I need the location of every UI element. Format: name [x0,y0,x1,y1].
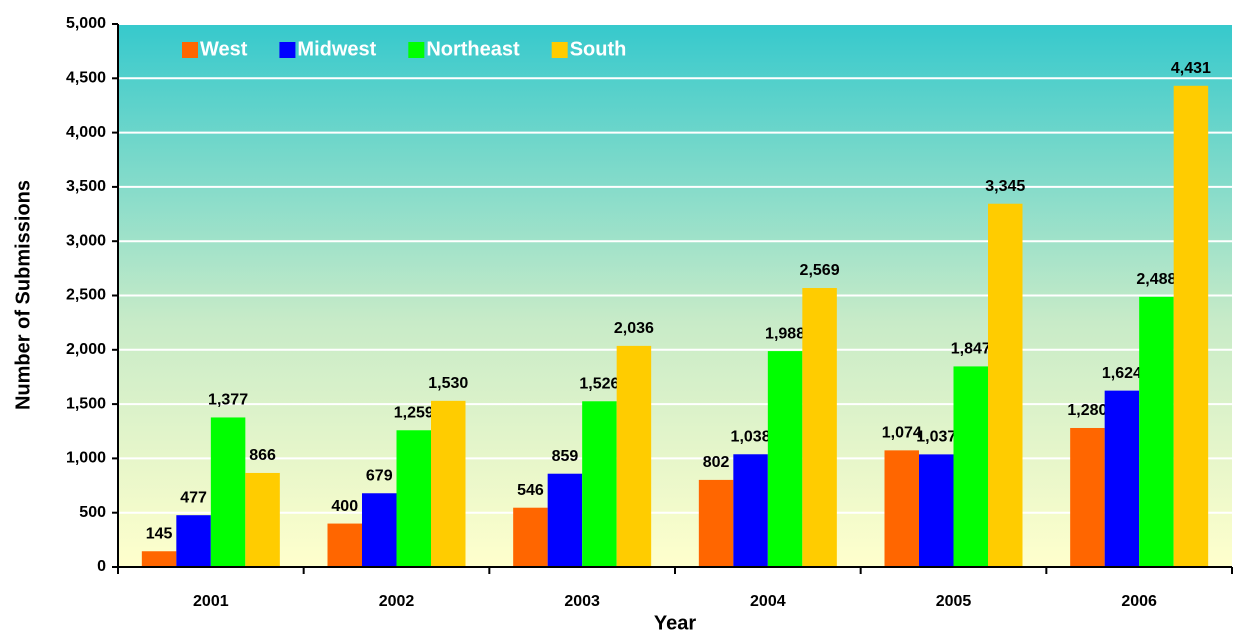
x-tick-label: 2001 [193,593,229,610]
y-tick-label: 4,000 [66,124,106,141]
legend-swatch [182,42,198,58]
value-label: 145 [146,525,173,542]
bar [1104,390,1140,567]
y-tick-label: 3,500 [66,178,106,195]
y-tick-label: 5,000 [66,15,106,32]
legend-swatch [408,42,425,58]
value-label: 859 [552,448,579,465]
bar [141,551,177,567]
value-label: 1,847 [951,341,991,358]
value-label: 2,036 [614,320,654,337]
bar [245,472,280,567]
value-label: 802 [703,454,730,471]
y-tick-label: 3,000 [66,232,106,249]
bar [1173,85,1209,568]
value-label: 1,037 [916,429,956,446]
x-tick-label: 2004 [750,593,786,610]
legend-swatch [551,42,568,58]
bar [1139,296,1174,567]
bar [802,288,837,567]
value-label: 1,988 [765,325,805,342]
bar [988,203,1023,567]
value-label: 1,259 [394,404,434,421]
x-axis-label: Year [654,612,696,634]
value-label: 2,488 [1136,271,1176,288]
bar [733,454,768,567]
value-label: 1,280 [1067,402,1107,419]
bar [431,400,466,567]
legend-label: Northeast [426,38,520,60]
bar [616,345,652,567]
value-label: 477 [180,489,207,506]
legend-label: West [200,38,248,60]
value-label: 1,624 [1102,365,1142,382]
bar [884,450,919,567]
y-tick-label: 500 [79,504,106,521]
value-label: 3,345 [985,178,1025,195]
value-label: 1,038 [731,428,771,445]
value-label: 866 [249,447,276,464]
bar [176,515,211,567]
value-label: 546 [517,482,544,499]
value-label: 1,074 [882,425,922,442]
x-tick-label: 2006 [1121,593,1157,610]
x-tick-label: 2002 [379,593,415,610]
bar [919,454,954,567]
x-tick-label: 2005 [936,593,972,610]
value-label: 400 [331,498,358,515]
y-tick-label: 4,500 [66,70,106,87]
value-label: 1,526 [579,375,619,392]
legend-label: South [570,38,627,60]
bar [362,493,397,567]
bar [210,417,246,567]
value-label: 4,431 [1171,60,1211,77]
y-tick-label: 2,000 [66,341,106,358]
bar [547,473,583,567]
bar [327,523,362,567]
y-tick-label: 0 [97,558,106,575]
bar [698,479,734,567]
legend-label: Midwest [297,38,376,60]
y-axis-label: Number of Submissions [12,180,34,410]
bar [1070,427,1105,567]
bar [582,401,617,567]
bar [396,430,431,567]
value-label: 2,569 [800,262,840,279]
value-label: 1,377 [208,392,248,409]
x-tick-label: 2003 [564,593,600,610]
y-tick-label: 2,500 [66,287,106,304]
bar [953,366,988,567]
legend-swatch [279,42,296,58]
bar [513,507,548,567]
y-tick-label: 1,000 [66,450,106,467]
value-label: 679 [366,467,393,484]
bar [767,351,803,567]
y-tick-label: 1,500 [66,395,106,412]
value-label: 1,530 [428,375,468,392]
